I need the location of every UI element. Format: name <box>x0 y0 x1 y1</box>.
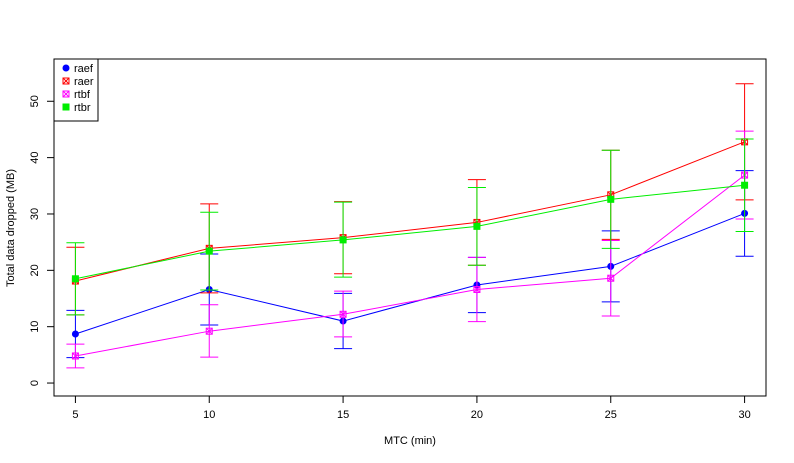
x-tick-label: 15 <box>337 409 349 421</box>
y-tick-label: 30 <box>29 208 41 220</box>
series-rtbr <box>66 138 754 316</box>
series-layer <box>66 83 754 369</box>
data-point <box>473 285 481 293</box>
data-point <box>741 181 749 189</box>
data-point-cross <box>62 90 70 98</box>
x-tick-label: 30 <box>738 409 750 421</box>
data-point <box>205 327 213 335</box>
x-tick-label: 10 <box>203 409 215 421</box>
data-point-box <box>62 77 70 85</box>
y-tick-label: 20 <box>29 264 41 276</box>
series-raer <box>66 83 754 316</box>
data-point <box>607 274 615 282</box>
data-point <box>71 330 79 338</box>
y-tick-label: 0 <box>29 380 41 386</box>
x-tick-label: 20 <box>471 409 483 421</box>
series-line <box>75 141 745 282</box>
x-axis-label: MTC (min) <box>384 435 436 447</box>
data-point <box>62 77 70 85</box>
data-point-cross <box>72 352 79 360</box>
y-axis-label: Total data dropped (MB) <box>5 169 17 287</box>
data-point-box <box>71 352 79 360</box>
data-point <box>71 275 79 283</box>
series-raef <box>66 170 754 359</box>
legend-item-rtbr: rtbr <box>62 102 91 114</box>
data-point <box>607 195 615 203</box>
legend-label: raer <box>74 76 94 88</box>
legend-label: raef <box>74 63 94 75</box>
data-point-cross <box>473 286 481 293</box>
legend-label: rtbr <box>74 102 91 114</box>
data-point-box <box>607 274 615 282</box>
legend-label: rtbf <box>74 89 91 101</box>
data-point-cross <box>205 327 213 335</box>
y-tick-label: 10 <box>29 321 41 333</box>
data-point <box>62 64 70 72</box>
legend-item-raef: raef <box>62 63 94 75</box>
data-point-box <box>473 285 481 293</box>
y-tick-label: 40 <box>29 151 41 163</box>
legend-item-raer: raer <box>62 76 94 88</box>
data-point-box <box>62 90 70 98</box>
axes-layer: 5 10 15 20 25 30 0 10 20 30 40 50 <box>29 95 751 421</box>
data-point <box>205 247 213 255</box>
data-point <box>71 352 79 360</box>
data-point-box <box>205 327 213 335</box>
data-point <box>62 103 70 111</box>
data-point-cross <box>607 274 615 282</box>
legend-box <box>53 58 99 122</box>
data-point <box>339 310 347 318</box>
series-line <box>75 184 745 280</box>
data-point-cross <box>339 310 347 318</box>
series-line <box>75 174 745 357</box>
data-point <box>62 90 70 98</box>
series-line <box>75 212 745 335</box>
y-tick-label: 50 <box>29 95 41 107</box>
x-tick-label: 5 <box>72 409 78 421</box>
data-point <box>339 236 347 244</box>
series-rtbf <box>66 130 754 369</box>
data-point-cross <box>62 77 70 85</box>
data-point <box>473 222 481 230</box>
x-tick-label: 25 <box>605 409 617 421</box>
legend-item-rtbf: rtbf <box>62 89 91 101</box>
data-point-box <box>339 310 347 318</box>
plot-area-frame <box>53 58 767 397</box>
